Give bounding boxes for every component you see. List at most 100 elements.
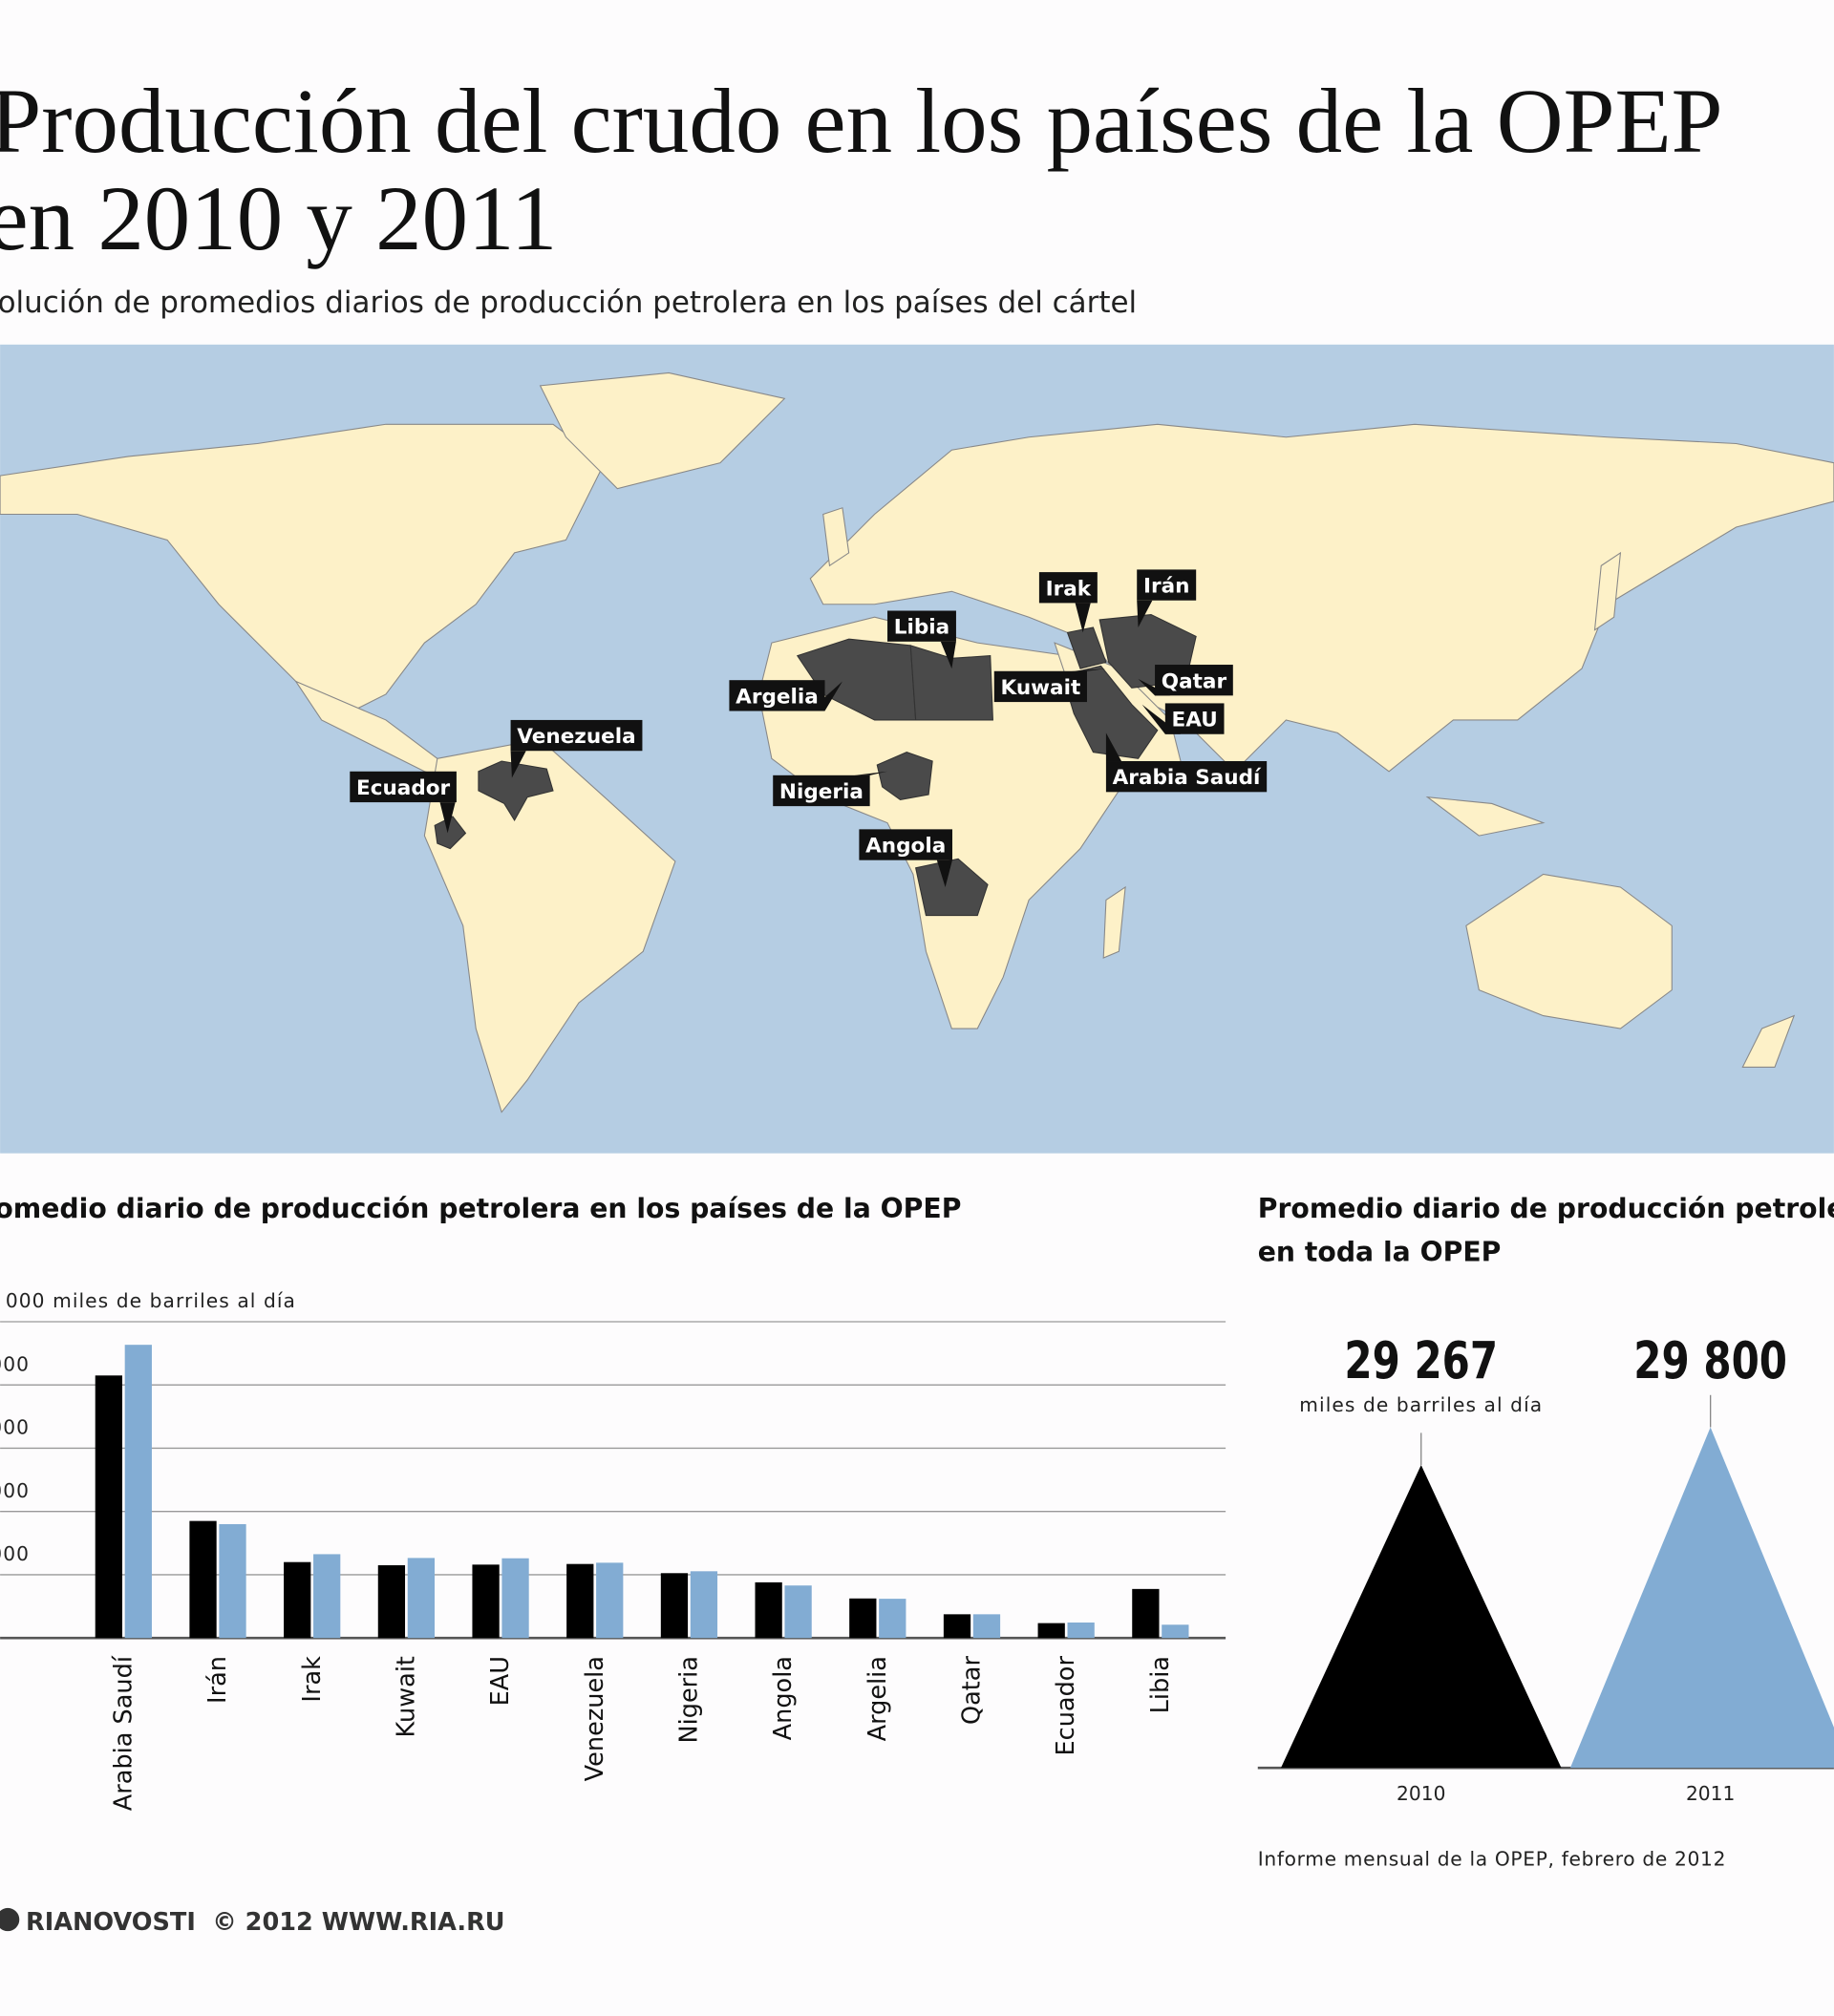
x-tick-label: Irán (203, 1656, 232, 1704)
logo-icon (0, 1907, 20, 1932)
x-tick-label: EAU (486, 1656, 515, 1706)
title: Producción del crudo en los países de la… (0, 70, 1723, 172)
x-tick-label: Venezuela (581, 1656, 609, 1781)
y-tick-label: 2 000 (0, 1542, 30, 1565)
map-label-text: Nigeria (779, 780, 864, 804)
y-tick-label: 10 000 miles de barriles al día (0, 1289, 296, 1312)
bar (95, 1375, 122, 1639)
x-tick-label: Ecuador (1052, 1656, 1080, 1756)
label-box (859, 829, 952, 860)
map-label-text: Angola (865, 835, 946, 859)
triangle (1281, 1465, 1562, 1769)
label-pointer (936, 859, 952, 887)
world-map: Irak Irán Libia Argelia Kuwait Qatar EAU Venezu… (0, 344, 1834, 1154)
map-label-text: Arabia Saudí (1113, 766, 1262, 790)
value-label: 29 800 (1633, 1331, 1787, 1390)
map-labels: Irak Irán Libia Argelia Kuwait Qatar EAU Venezu… (350, 569, 1268, 887)
label-pointer (809, 681, 842, 711)
x-tick-label: Kuwait (392, 1656, 420, 1737)
label-pointer (1075, 603, 1091, 633)
label-pointer (1071, 668, 1106, 671)
map-label: Angola (859, 829, 952, 887)
bar (1037, 1623, 1065, 1639)
value-label: 29 267 (1344, 1331, 1498, 1390)
category-label: 2010 (1397, 1782, 1445, 1805)
bar (566, 1563, 594, 1639)
map-label: Kuwait (993, 668, 1106, 703)
map-label-text: Ecuador (356, 776, 451, 800)
label-pointer (510, 751, 526, 778)
label-pointer (940, 641, 956, 669)
label-box (350, 771, 457, 803)
label-box (1105, 761, 1268, 793)
bar (1162, 1624, 1189, 1639)
bar (784, 1585, 812, 1639)
title: en 2010 y 2011 (0, 167, 557, 269)
bar (407, 1558, 436, 1639)
label-pointer (1137, 600, 1153, 627)
bar (849, 1598, 877, 1639)
map-label: Ecuador (350, 771, 457, 834)
map-label-text: Kuwait (1001, 676, 1081, 700)
map-label-text: Argelia (736, 685, 819, 709)
map-label-text: Irak (1046, 577, 1092, 601)
map-label: Libia (887, 610, 956, 669)
map-label: Irak (1038, 572, 1098, 633)
label-pointer (854, 771, 888, 775)
subtitle: Evolución de promedios diarios de produc… (0, 286, 1137, 320)
triangle-chart: 29 267 2010 29 800 2011 miles de barriles al… (1257, 1331, 1834, 1805)
map-label: Nigeria (773, 771, 888, 807)
bar (879, 1599, 906, 1639)
map-label-text: Qatar (1162, 669, 1227, 693)
copyright: © 2012 WWW.RIA.RU (212, 1908, 504, 1937)
label-pointer (439, 802, 456, 834)
bar (1132, 1588, 1160, 1639)
bar (377, 1565, 406, 1639)
category-label: 2011 (1686, 1782, 1735, 1805)
bar (189, 1520, 217, 1639)
bar-chart-title: Promedio diario de producción petrolera … (0, 1193, 961, 1224)
bar (596, 1562, 624, 1639)
continents (0, 371, 1834, 1114)
label-box (1164, 703, 1225, 734)
bar (972, 1614, 1001, 1639)
bar-chart: 2 000 4 000 6 000 8 000 10 000 miles de barr… (0, 1289, 1226, 1811)
label-box (510, 719, 643, 752)
label-pointer (1138, 678, 1171, 696)
x-tick-label: Arabia Saudí (109, 1655, 138, 1811)
label-box (993, 670, 1087, 703)
bar (472, 1564, 500, 1639)
x-tick-label: Angola (769, 1656, 798, 1740)
x-tick-label: Irak (298, 1656, 327, 1703)
x-tick-label: Qatar (958, 1656, 987, 1725)
map-label-text: Venezuela (517, 725, 635, 749)
map-label: Argelia (729, 680, 842, 711)
x-tick-label: Nigeria (675, 1656, 704, 1743)
label-box (1137, 569, 1197, 601)
y-tick-label: 8 000 (0, 1352, 30, 1375)
label-box (729, 680, 825, 711)
source: Informe mensual de la OPEP, febrero de 2… (1258, 1847, 1726, 1870)
label-box (1155, 665, 1233, 696)
y-tick-label: 6 000 (0, 1416, 30, 1439)
map-label: Irán (1137, 569, 1197, 627)
bar (124, 1345, 152, 1639)
opec-countries (434, 613, 1197, 917)
triangle-chart-title: Promedio diario de producción petrolera (1258, 1193, 1834, 1224)
label-box (887, 610, 956, 642)
bar (943, 1614, 971, 1639)
label-box (773, 775, 870, 807)
logo: RIANOVOSTI (26, 1908, 196, 1937)
y-tick-label: 4 000 (0, 1479, 30, 1502)
bar (690, 1571, 718, 1639)
bar (313, 1554, 341, 1639)
map-label: Qatar (1138, 665, 1233, 696)
bar (660, 1573, 689, 1639)
bar (1067, 1622, 1095, 1639)
map-label: Arabia Saudí (1105, 732, 1268, 793)
bar (501, 1558, 529, 1639)
bar (755, 1581, 782, 1639)
bar (284, 1561, 311, 1639)
